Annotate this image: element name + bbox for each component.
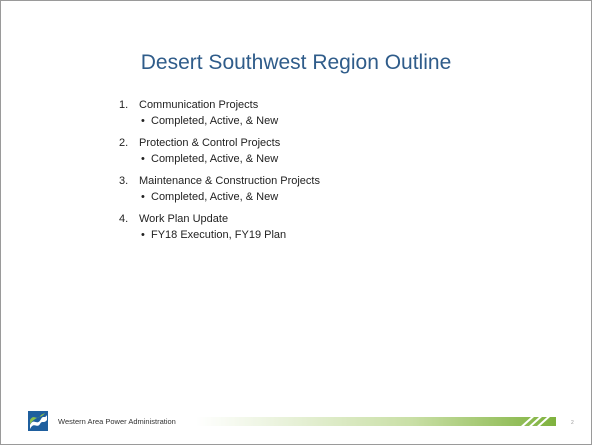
item-text: Work Plan Update <box>139 213 229 225</box>
slide-title: Desert Southwest Region Outline <box>140 51 452 74</box>
item-line: 3. Maintenance & Construction Projects <box>119 173 320 189</box>
item-line: 2. Protection & Control Projects <box>119 135 320 151</box>
outline-item: 4. Work Plan Update FY18 Execution, FY19 P… <box>119 211 320 243</box>
item-number: 4. <box>119 213 129 225</box>
item-line: 1. Communication Projects <box>119 97 320 113</box>
item-number: 3. <box>119 175 129 187</box>
item-number: 2. <box>119 137 129 149</box>
page-number: 2 <box>571 420 574 426</box>
item-text: Protection & Control Projects <box>139 137 281 149</box>
logo <box>28 411 48 431</box>
sub-bullet: FY18 Execution, FY19 Plan <box>119 227 320 243</box>
footer-organization: Western Area Power Administration <box>58 417 176 426</box>
item-number: 1. <box>119 99 129 111</box>
outline-item: 1. Communication Projects Completed, Activ… <box>119 97 320 129</box>
outline-list: 1. Communication Projects Completed, Activ… <box>119 97 320 249</box>
footer-arrows <box>521 417 550 426</box>
outline-item: 3. Maintenance & Construction Projects Com… <box>119 173 320 205</box>
sub-bullet: Completed, Active, & New <box>119 151 320 167</box>
item-text: Maintenance & Construction Projects <box>139 175 320 187</box>
sub-bullet: Completed, Active, & New <box>119 113 320 129</box>
item-text: Communication Projects <box>139 99 259 111</box>
footer-bar <box>196 417 556 426</box>
item-line: 4. Work Plan Update <box>119 211 320 227</box>
outline-item: 2. Protection & Control Projects Completed… <box>119 135 320 167</box>
sub-bullet: Completed, Active, & New <box>119 189 320 205</box>
